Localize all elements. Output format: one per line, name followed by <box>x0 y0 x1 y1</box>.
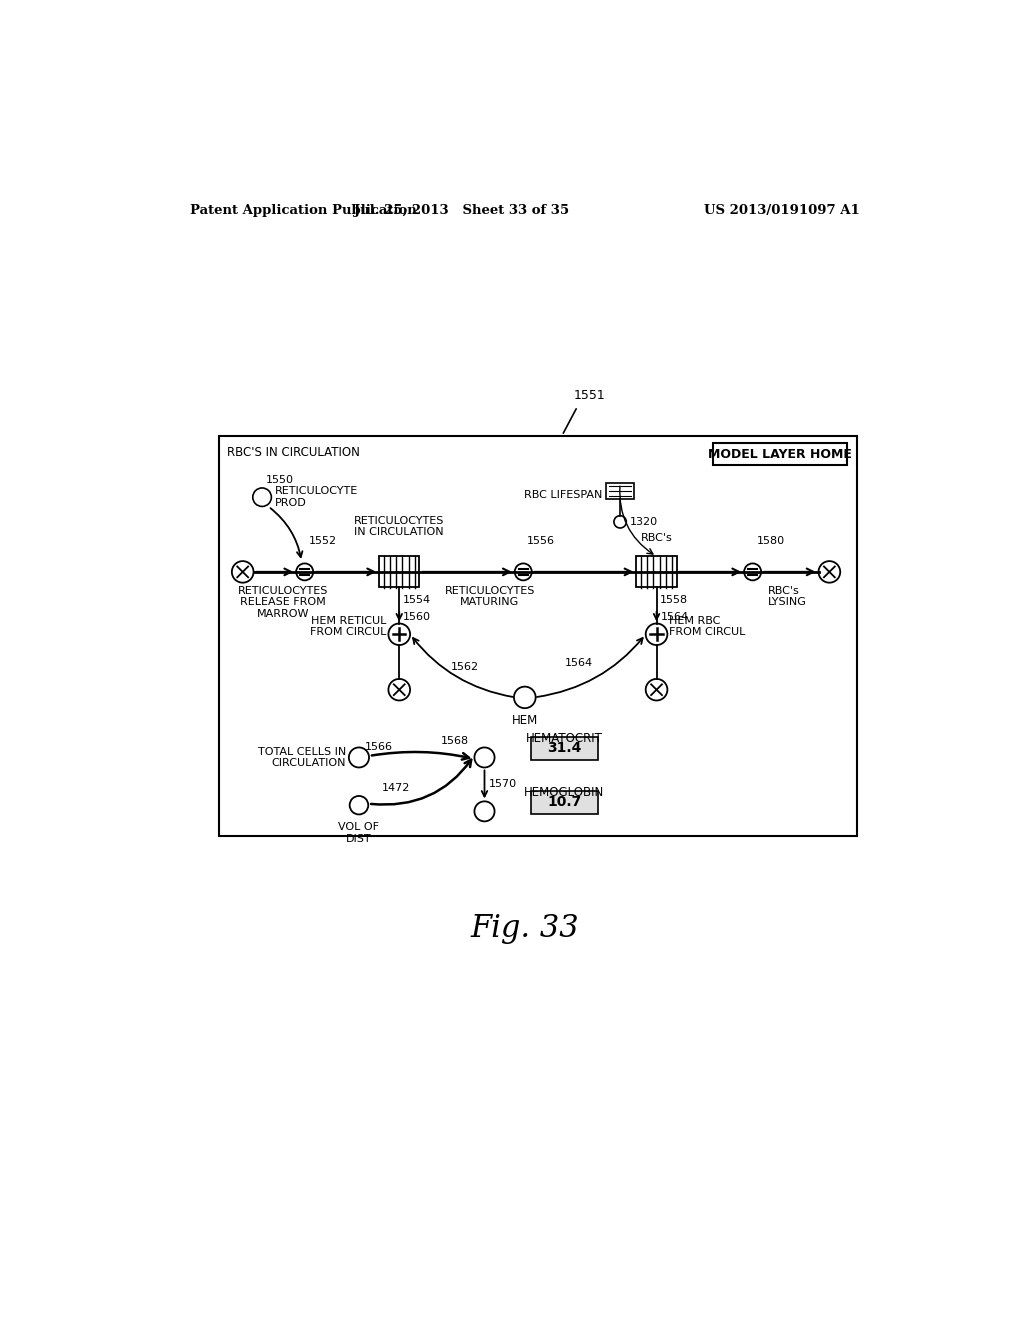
Text: RETICULOCYTES
IN CIRCULATION: RETICULOCYTES IN CIRCULATION <box>354 516 444 537</box>
Text: RBC'S IN CIRCULATION: RBC'S IN CIRCULATION <box>227 446 360 459</box>
Text: 1568: 1568 <box>441 735 469 746</box>
Circle shape <box>474 801 495 821</box>
Text: 1564: 1564 <box>565 657 593 668</box>
Text: 1564: 1564 <box>660 612 688 622</box>
Bar <box>379 557 420 587</box>
Text: 1551: 1551 <box>573 389 605 403</box>
Text: 1566: 1566 <box>366 742 393 752</box>
Circle shape <box>388 678 410 701</box>
Text: HEM RBC
FROM CIRCUL: HEM RBC FROM CIRCUL <box>669 615 745 638</box>
Text: HEM: HEM <box>512 714 538 727</box>
Text: Patent Application Publication: Patent Application Publication <box>190 205 417 218</box>
Text: MODEL LAYER HOME: MODEL LAYER HOME <box>709 447 852 461</box>
Text: RETICULOCYTES
RELEASE FROM
MARROW: RETICULOCYTES RELEASE FROM MARROW <box>238 586 328 619</box>
Text: 1472: 1472 <box>382 783 411 793</box>
Text: 1560: 1560 <box>402 612 430 622</box>
Circle shape <box>296 564 313 581</box>
Bar <box>636 557 677 587</box>
Text: 10.7: 10.7 <box>547 795 582 809</box>
Text: RETICULOCYTES
MATURING: RETICULOCYTES MATURING <box>444 586 536 607</box>
Text: Fig. 33: Fig. 33 <box>470 913 580 944</box>
Text: Jul. 25, 2013   Sheet 33 of 35: Jul. 25, 2013 Sheet 33 of 35 <box>353 205 568 218</box>
Circle shape <box>614 516 627 528</box>
Circle shape <box>349 747 369 767</box>
Text: TOTAL CELLS IN
CIRCULATION: TOTAL CELLS IN CIRCULATION <box>257 747 346 768</box>
Text: 1552: 1552 <box>308 536 337 545</box>
Circle shape <box>515 564 531 581</box>
Bar <box>531 737 598 760</box>
Bar <box>606 483 634 499</box>
Text: 1556: 1556 <box>527 536 555 545</box>
Circle shape <box>646 623 668 645</box>
Circle shape <box>349 796 369 814</box>
Circle shape <box>646 678 668 701</box>
Bar <box>531 791 598 813</box>
Text: 1550: 1550 <box>266 475 294 484</box>
Text: 1562: 1562 <box>452 661 479 672</box>
Circle shape <box>253 488 271 507</box>
Circle shape <box>474 747 495 767</box>
Text: 1570: 1570 <box>488 779 516 789</box>
Text: 1554: 1554 <box>402 594 430 605</box>
Text: 1320: 1320 <box>630 517 657 527</box>
Circle shape <box>231 561 254 582</box>
Circle shape <box>744 564 761 581</box>
Circle shape <box>818 561 841 582</box>
Text: 1580: 1580 <box>757 536 784 545</box>
Text: 1558: 1558 <box>659 594 688 605</box>
Text: HEM RETICUL
FROM CIRCUL: HEM RETICUL FROM CIRCUL <box>310 615 387 638</box>
Text: HEMOGLOBIN: HEMOGLOBIN <box>524 785 604 799</box>
Text: RBC's
LYSING: RBC's LYSING <box>768 586 807 607</box>
Text: 31.4: 31.4 <box>547 742 582 755</box>
Bar <box>713 444 847 465</box>
Bar <box>219 436 856 836</box>
Text: HEMATOCRIT: HEMATOCRIT <box>526 733 603 744</box>
Text: RBC LIFESPAN: RBC LIFESPAN <box>524 490 602 500</box>
Circle shape <box>388 623 410 645</box>
Text: RETICULOCYTE
PROD: RETICULOCYTE PROD <box>274 486 357 508</box>
Text: VOL OF
DIST: VOL OF DIST <box>339 822 380 843</box>
Text: US 2013/0191097 A1: US 2013/0191097 A1 <box>703 205 859 218</box>
Text: RBC's: RBC's <box>641 533 673 544</box>
Circle shape <box>514 686 536 708</box>
